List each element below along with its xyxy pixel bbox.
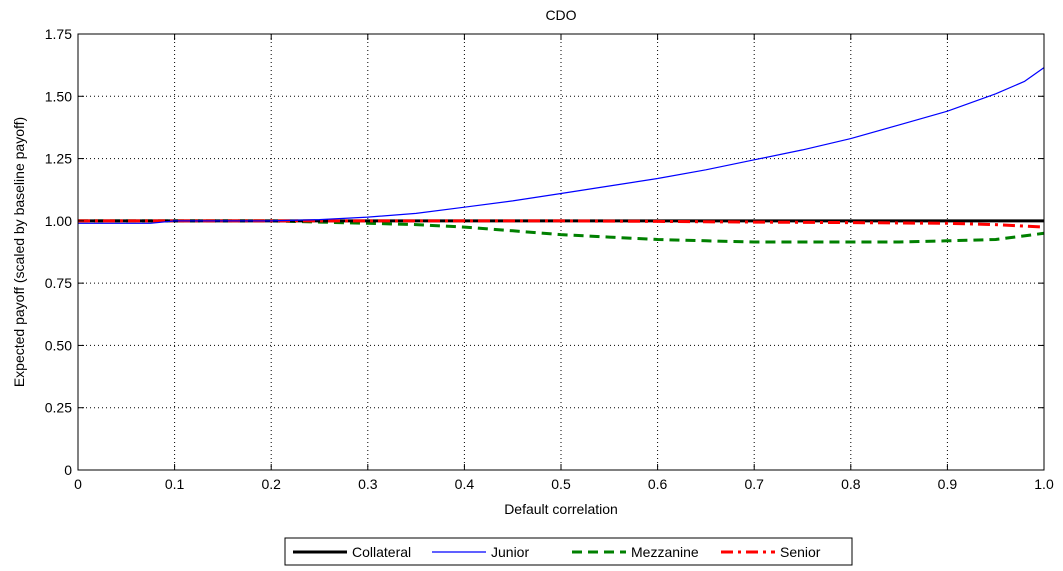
chart-title: CDO (545, 7, 576, 23)
y-tick-label: 1.75 (45, 26, 72, 42)
legend-label-junior: Junior (491, 544, 529, 560)
y-tick-label: 1.25 (45, 151, 72, 167)
x-tick-label: 0.3 (358, 476, 378, 492)
axis-ticks (77, 33, 1045, 471)
y-tick-label: 1.00 (45, 213, 72, 229)
x-tick-label: 0 (74, 476, 82, 492)
x-tick-label: 0.7 (744, 476, 764, 492)
x-tick-label: 0.4 (455, 476, 475, 492)
x-tick-labels: 0 0.1 0.2 0.3 0.4 0.5 0.6 0.7 0.8 0.9 1.0 (74, 476, 1054, 492)
legend-label-collateral: Collateral (352, 544, 411, 560)
plot-area (78, 34, 1044, 470)
x-tick-label: 0.2 (261, 476, 281, 492)
y-axis-label: Expected payoff (scaled by baseline payo… (11, 117, 27, 387)
legend: Collateral Junior Mezzanine Senior (284, 537, 853, 566)
x-tick-label: 0.9 (938, 476, 958, 492)
x-tick-label: 0.1 (165, 476, 185, 492)
x-tick-label: 0.6 (648, 476, 668, 492)
legend-label-senior: Senior (780, 544, 821, 560)
x-tick-label: 0.5 (551, 476, 571, 492)
legend-label-mezzanine: Mezzanine (631, 544, 699, 560)
y-tick-label: 0.25 (45, 400, 72, 416)
series-line-junior (78, 67, 1045, 224)
series-lines (78, 67, 1045, 244)
x-axis-label: Default correlation (504, 501, 618, 517)
y-tick-label: 0 (64, 462, 72, 478)
y-tick-label: 1.50 (45, 88, 72, 104)
y-tick-label: 0.50 (45, 337, 72, 353)
y-tick-labels: 0 0.25 0.50 0.75 1.00 1.25 1.50 1.75 (45, 26, 72, 478)
x-tick-label: 0.8 (841, 476, 861, 492)
x-tick-label: 1.0 (1034, 476, 1054, 492)
y-tick-label: 0.75 (45, 275, 72, 291)
